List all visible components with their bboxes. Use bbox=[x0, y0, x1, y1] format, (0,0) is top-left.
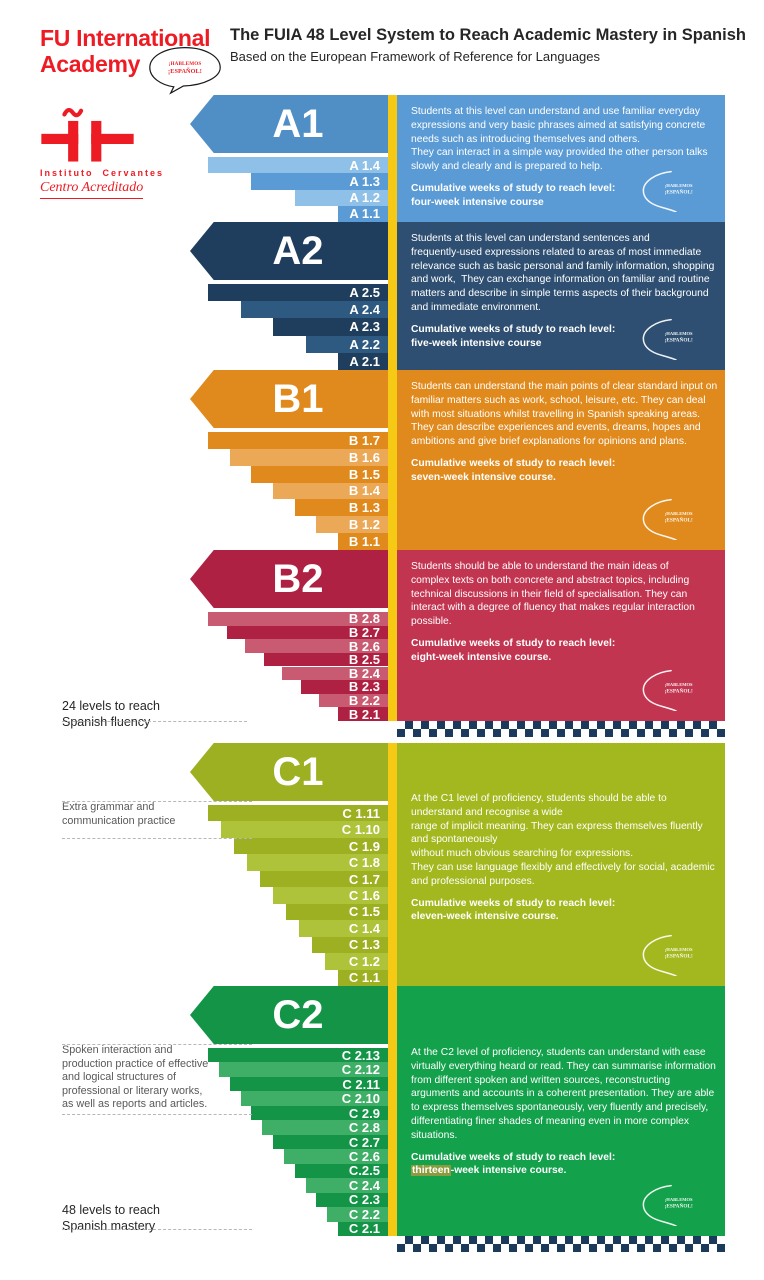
svg-text:¡HABLEMOS: ¡HABLEMOS bbox=[665, 183, 693, 188]
svg-text:¡HABLEMOS: ¡HABLEMOS bbox=[665, 1197, 693, 1202]
svg-text:¡ESPAÑOL!: ¡ESPAÑOL! bbox=[665, 687, 693, 695]
svg-text:¡HABLEMOS: ¡HABLEMOS bbox=[665, 331, 693, 336]
svg-text:¡HABLEMOS: ¡HABLEMOS bbox=[665, 682, 693, 687]
svg-text:¡ESPAÑOL!: ¡ESPAÑOL! bbox=[665, 336, 693, 344]
svg-text:¡ESPAÑOL!: ¡ESPAÑOL! bbox=[665, 188, 693, 196]
svg-text:¡ESPAÑOL!: ¡ESPAÑOL! bbox=[665, 952, 693, 960]
svg-text:¡HABLEMOS: ¡HABLEMOS bbox=[665, 511, 693, 516]
svg-text:¡HABLEMOS: ¡HABLEMOS bbox=[665, 947, 693, 952]
svg-text:¡ESPAÑOL!: ¡ESPAÑOL! bbox=[168, 67, 202, 75]
svg-text:¡ESPAÑOL!: ¡ESPAÑOL! bbox=[665, 516, 693, 524]
svg-text:¡HABLEMOS: ¡HABLEMOS bbox=[169, 61, 202, 67]
svg-text:¡ESPAÑOL!: ¡ESPAÑOL! bbox=[665, 1202, 693, 1210]
